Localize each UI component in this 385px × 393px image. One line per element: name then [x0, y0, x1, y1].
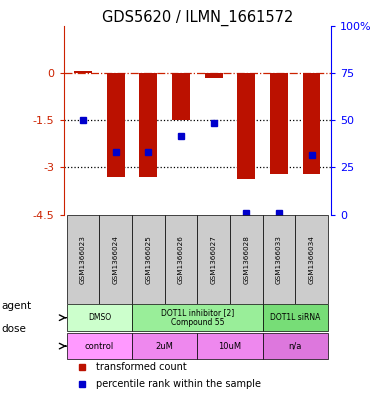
Bar [303, 73, 320, 174]
Bar [74, 71, 92, 73]
Bar [67, 215, 99, 303]
Text: 10uM: 10uM [218, 342, 241, 351]
Text: dose: dose [1, 324, 26, 334]
Bar [205, 73, 223, 77]
Text: agent: agent [1, 301, 31, 311]
Bar [132, 333, 198, 360]
Text: GSM1366033: GSM1366033 [276, 235, 282, 284]
Text: GSM1366024: GSM1366024 [113, 235, 119, 284]
Bar [99, 215, 132, 303]
Text: GSM1366023: GSM1366023 [80, 235, 86, 284]
Text: DOT1L siRNA: DOT1L siRNA [270, 313, 320, 322]
Text: DOT1L inhibitor [2]
Compound 55: DOT1L inhibitor [2] Compound 55 [161, 308, 234, 327]
Bar [263, 333, 328, 360]
Bar [172, 73, 190, 120]
Bar [165, 215, 198, 303]
Bar [198, 215, 230, 303]
Text: GSM1366026: GSM1366026 [178, 235, 184, 284]
Text: GSM1366034: GSM1366034 [308, 235, 315, 284]
Text: GSM1366025: GSM1366025 [146, 235, 151, 284]
Bar [198, 333, 263, 360]
Bar [67, 333, 132, 360]
Text: GSM1366028: GSM1366028 [243, 235, 249, 284]
Bar [237, 73, 255, 178]
Bar [263, 304, 328, 331]
Bar [107, 73, 125, 177]
Bar [139, 73, 157, 177]
Bar [263, 215, 295, 303]
Bar [230, 215, 263, 303]
Text: transformed count: transformed count [95, 362, 186, 372]
Text: DMSO: DMSO [88, 313, 111, 322]
Title: GDS5620 / ILMN_1661572: GDS5620 / ILMN_1661572 [102, 9, 293, 26]
Bar [132, 215, 165, 303]
Text: percentile rank within the sample: percentile rank within the sample [95, 379, 261, 389]
Text: 2uM: 2uM [156, 342, 174, 351]
Bar [67, 304, 132, 331]
Bar [270, 73, 288, 174]
Text: control: control [85, 342, 114, 351]
Bar [132, 304, 263, 331]
Bar [295, 215, 328, 303]
Text: n/a: n/a [288, 342, 302, 351]
Text: GSM1366027: GSM1366027 [211, 235, 217, 284]
